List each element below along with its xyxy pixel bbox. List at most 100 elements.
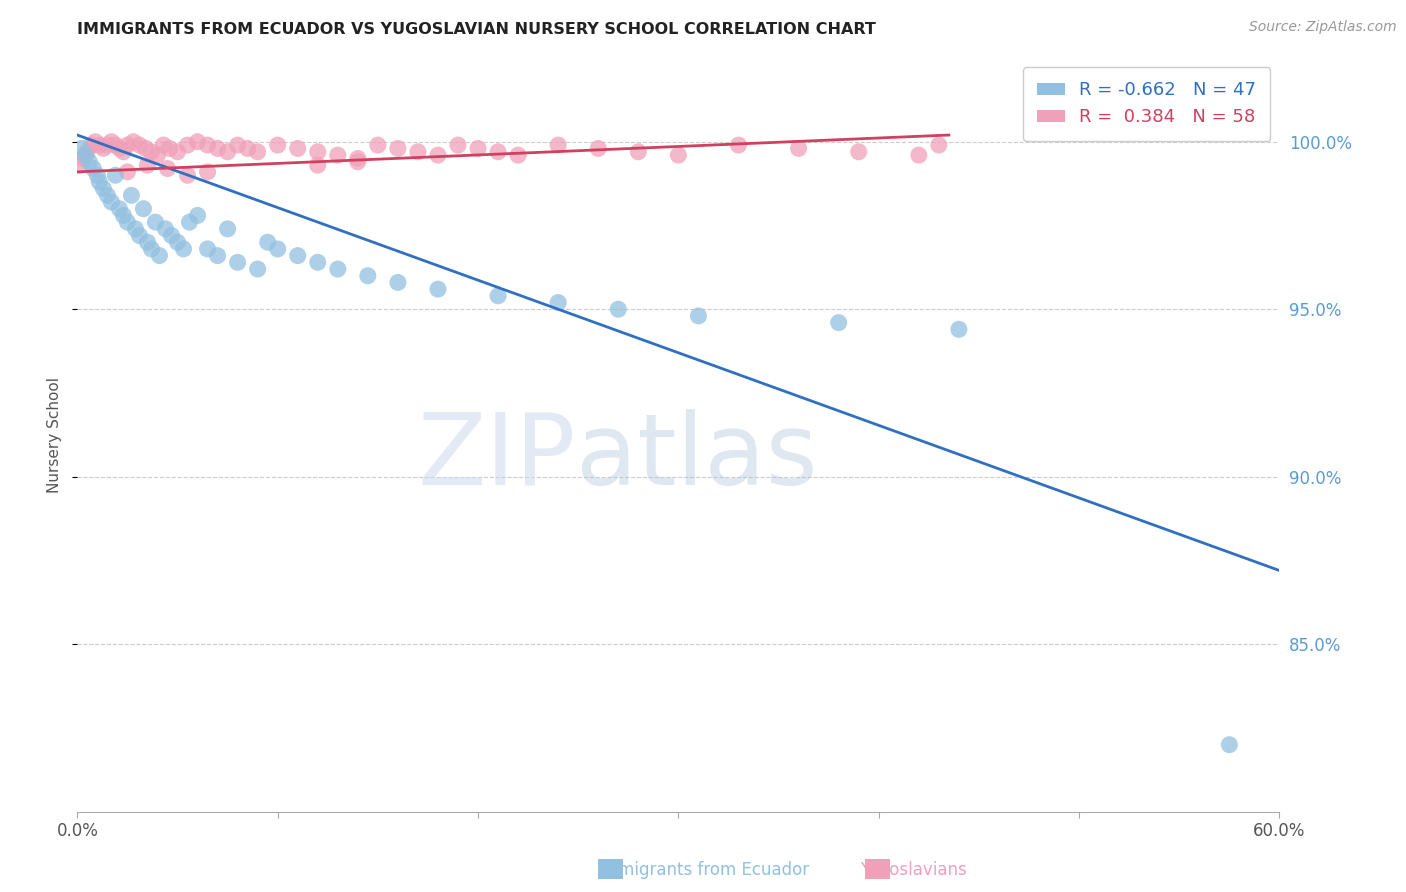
Point (928, 138, 950, 153)
Point (267, 138, 290, 153)
Point (406, 145, 429, 159)
Point (197, 165, 219, 179)
Point (152, 138, 174, 153)
Point (117, 165, 139, 179)
Legend: R = -0.662   N = 47, R =  0.384   N = 58: R = -0.662 N = 47, R = 0.384 N = 58 (1024, 67, 1271, 141)
Point (307, 255, 329, 269)
Y-axis label: Nursery School: Nursery School (46, 376, 62, 493)
Point (159, 141, 181, 155)
Point (787, 141, 810, 155)
Point (256, 235, 278, 250)
Point (447, 138, 470, 153)
Point (176, 168, 198, 182)
Point (607, 302, 630, 317)
Point (467, 141, 489, 155)
Point (387, 141, 409, 155)
Point (134, 141, 156, 155)
Point (93, 181, 115, 195)
Point (326, 148, 349, 162)
Point (108, 202, 131, 216)
Point (187, 209, 209, 223)
Point (146, 148, 169, 162)
Point (427, 148, 450, 162)
Point (166, 235, 188, 250)
Point (128, 138, 150, 153)
Point (79, 154, 101, 169)
Point (547, 295, 569, 310)
Point (124, 222, 146, 236)
Point (86, 168, 108, 182)
Point (70, 141, 93, 155)
Point (357, 268, 380, 283)
Point (156, 161, 179, 176)
Point (508, 148, 530, 162)
Text: Immigrants from Ecuador: Immigrants from Ecuador (598, 861, 808, 879)
Point (117, 215, 139, 229)
Point (287, 249, 309, 263)
Point (207, 249, 229, 263)
Point (96, 188, 118, 202)
Point (236, 141, 259, 155)
Point (246, 262, 269, 277)
Point (93, 141, 115, 155)
Point (112, 209, 135, 223)
Point (427, 282, 450, 296)
Point (197, 138, 219, 153)
Point (148, 249, 170, 263)
Point (668, 148, 690, 162)
Text: Source: ZipAtlas.com: Source: ZipAtlas.com (1249, 20, 1396, 34)
Point (347, 152, 370, 166)
Point (1218, 738, 1240, 752)
Point (217, 222, 239, 236)
Text: atlas: atlas (576, 409, 818, 506)
Point (136, 158, 159, 172)
Point (112, 145, 135, 159)
Point (108, 141, 131, 155)
Point (84, 135, 107, 149)
Point (100, 135, 122, 149)
Point (627, 145, 650, 159)
Point (347, 154, 370, 169)
Point (187, 135, 209, 149)
Point (89, 175, 111, 189)
Point (75, 148, 97, 162)
Point (486, 289, 509, 303)
Point (155, 222, 177, 236)
Point (307, 145, 329, 159)
Point (828, 316, 851, 330)
Point (76, 145, 98, 159)
Point (246, 145, 269, 159)
Point (307, 158, 329, 172)
Point (848, 145, 870, 159)
Point (67, 158, 90, 172)
Point (136, 235, 159, 250)
Point (688, 309, 710, 323)
Point (141, 242, 163, 256)
Point (166, 145, 188, 159)
Point (96, 138, 118, 153)
Point (104, 168, 127, 182)
Point (117, 138, 139, 153)
Point (141, 145, 163, 159)
Point (486, 145, 509, 159)
Point (387, 276, 409, 290)
Point (588, 141, 610, 155)
Point (207, 141, 229, 155)
Point (727, 138, 749, 153)
Point (173, 242, 195, 256)
Point (287, 141, 309, 155)
Point (104, 138, 127, 153)
Point (145, 215, 167, 229)
Point (179, 215, 201, 229)
Point (89, 138, 111, 153)
Point (226, 255, 249, 269)
Point (120, 188, 142, 202)
Point (908, 148, 931, 162)
Text: IMMIGRANTS FROM ECUADOR VS YUGOSLAVIAN NURSERY SCHOOL CORRELATION CHART: IMMIGRANTS FROM ECUADOR VS YUGOSLAVIAN N… (77, 22, 876, 37)
Point (176, 138, 198, 153)
Point (267, 242, 290, 256)
Point (226, 138, 249, 153)
Point (132, 202, 155, 216)
Point (128, 228, 150, 243)
Text: ZIP: ZIP (418, 409, 576, 506)
